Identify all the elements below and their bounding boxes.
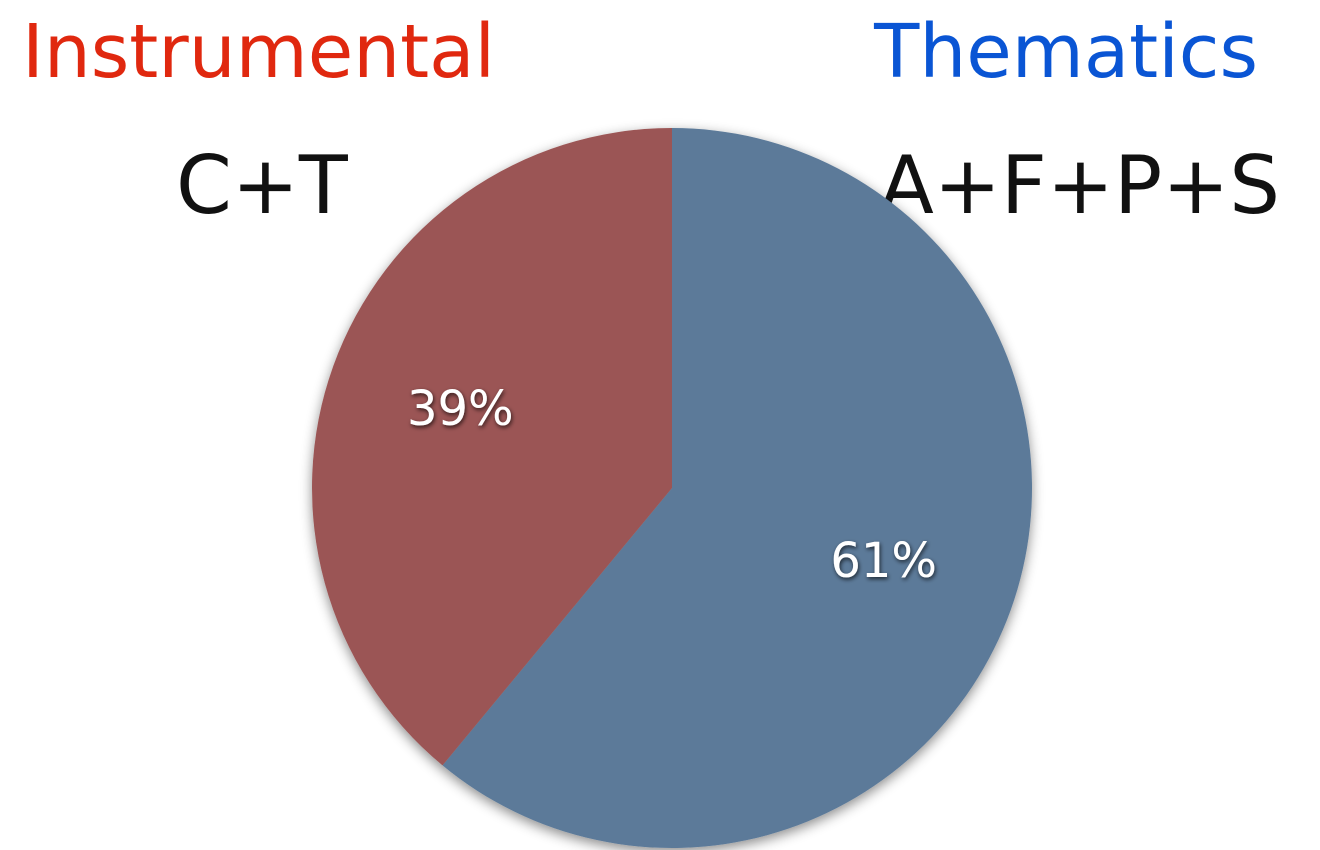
pie-slice-a-f-p-s [442, 128, 1033, 848]
pie-label-a-f-p-s: 61% [830, 533, 937, 589]
instrumental-heading: Instrumental [22, 9, 496, 95]
pie-slice-c-t [312, 128, 672, 766]
c-t-label: C+T [176, 139, 348, 232]
pie-label-c-t: 39% [407, 381, 514, 437]
a-f-p-s-label: A+F+P+S [879, 139, 1280, 232]
thematics-heading: Thematics [874, 9, 1258, 95]
